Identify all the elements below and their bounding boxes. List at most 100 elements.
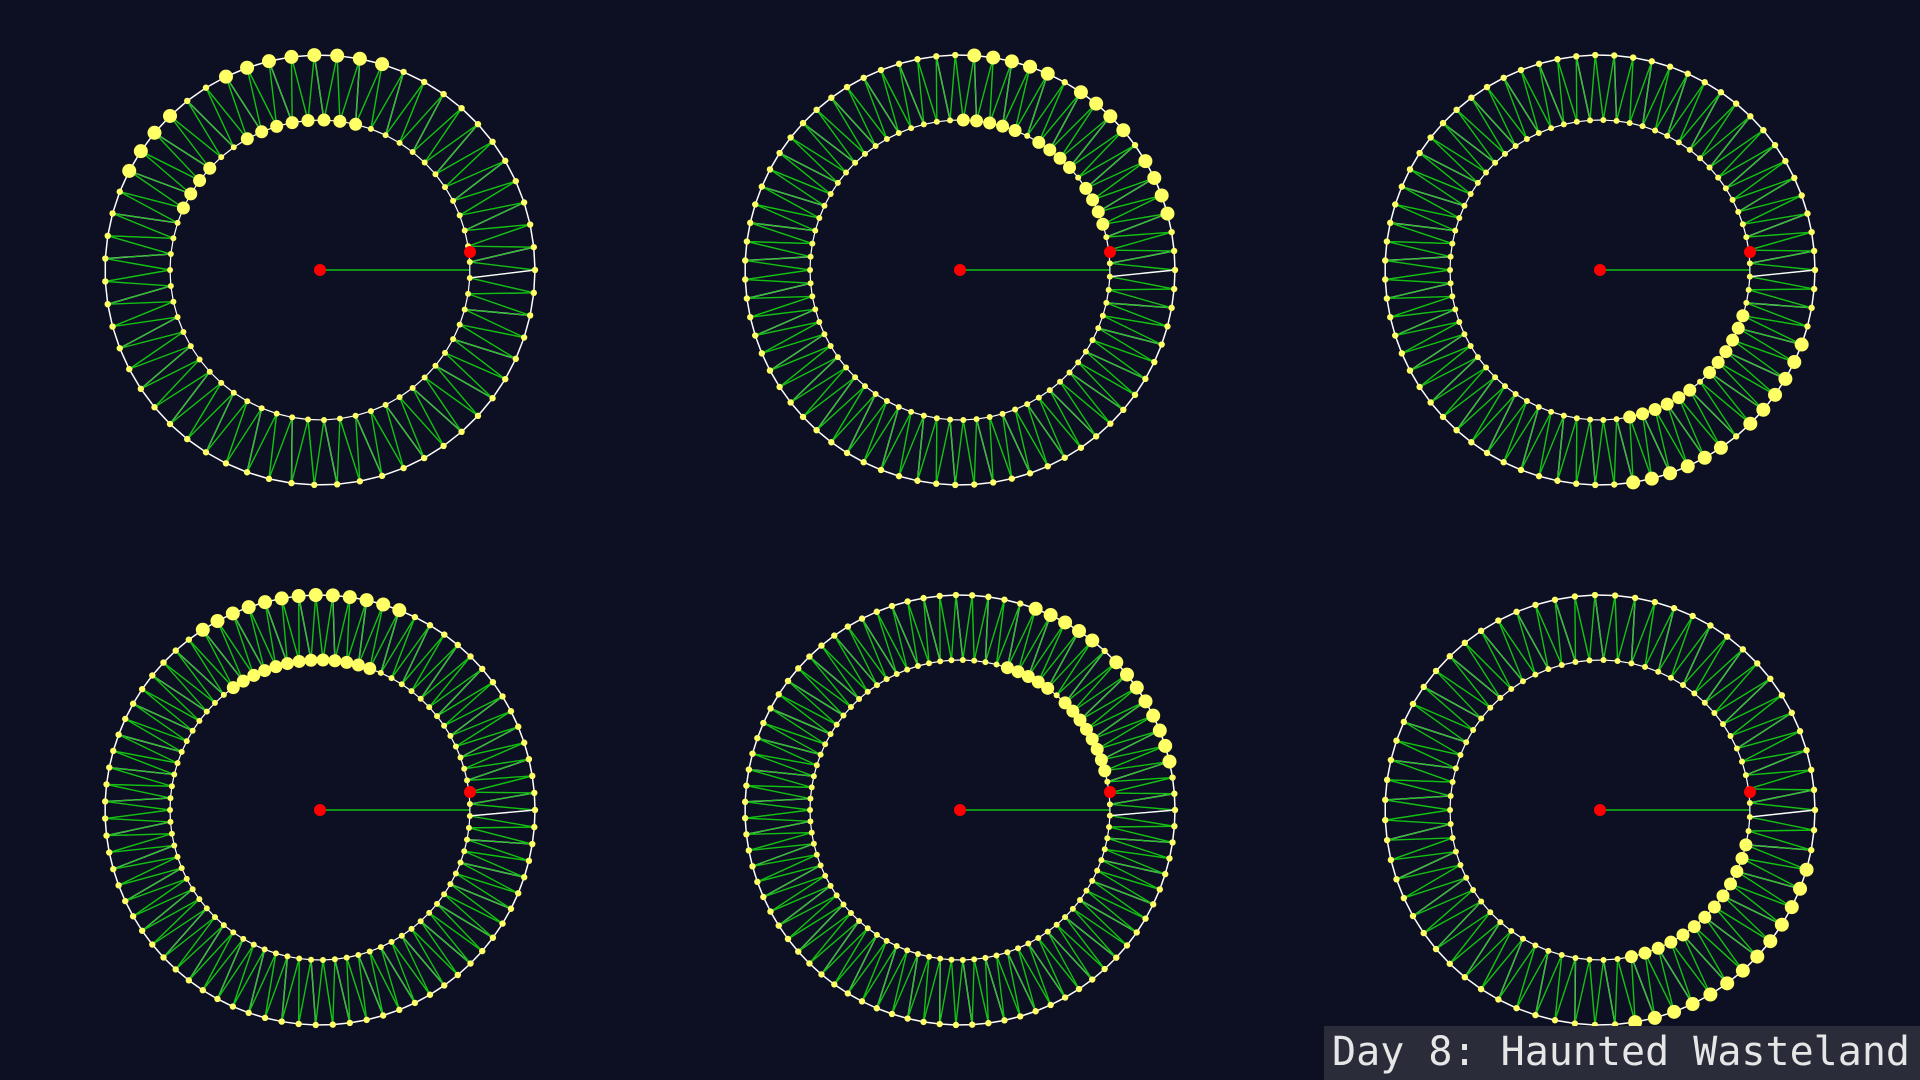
- graph-edge: [125, 878, 187, 902]
- graph-edge: [1737, 327, 1795, 363]
- graph-node: [1613, 416, 1620, 423]
- graph-node: [1461, 331, 1468, 338]
- graph-edge: [938, 959, 953, 1025]
- graph-edge: [268, 60, 293, 123]
- graph-node: [379, 1012, 387, 1019]
- graph-node: [109, 323, 116, 330]
- graph-edge: [1430, 137, 1487, 173]
- graph-edge: [846, 400, 888, 454]
- graph-node: [1689, 612, 1696, 620]
- graph-node: [807, 253, 814, 260]
- graph-node: [467, 653, 474, 660]
- graph-edge: [1107, 837, 1173, 843]
- graph-edge: [313, 54, 325, 121]
- graph-edge: [1741, 730, 1801, 763]
- graph-node: [1685, 997, 1700, 1012]
- graph-node: [1109, 655, 1124, 670]
- graph-node: [1745, 286, 1752, 293]
- graph-node: [295, 1020, 302, 1028]
- graph-edge: [1616, 597, 1636, 662]
- graph-edge: [469, 277, 534, 294]
- graph-edge: [459, 180, 517, 216]
- graph-edge: [949, 419, 956, 485]
- graph-node: [226, 681, 240, 695]
- graph-edge: [154, 359, 200, 408]
- graph-edge: [188, 924, 225, 981]
- graph-node: [1551, 596, 1559, 603]
- graph-edge: [750, 222, 816, 232]
- graph-node: [758, 183, 766, 190]
- graph-edge: [1059, 381, 1097, 437]
- graph-node: [489, 138, 496, 145]
- graph-edge: [141, 688, 200, 722]
- outer-ring-edge: [1403, 703, 1414, 723]
- graph-node: [1066, 369, 1073, 376]
- graph-edge: [411, 928, 459, 976]
- graph-node: [1611, 592, 1619, 599]
- graph-edge: [391, 616, 416, 679]
- graph-node: [502, 157, 509, 165]
- graph-edge: [1086, 687, 1138, 730]
- graph-edge: [1746, 302, 1808, 328]
- graph-edge: [154, 371, 211, 408]
- graph-node: [1061, 454, 1068, 461]
- graph-node: [409, 149, 416, 156]
- graph-node: [1101, 965, 1108, 973]
- graph-node: [1383, 836, 1391, 844]
- graph-node: [1461, 639, 1469, 647]
- graph-node: [261, 946, 268, 953]
- graph-node: [1731, 321, 1745, 335]
- graph-edge: [1642, 413, 1671, 474]
- graph-node: [292, 654, 306, 668]
- graph-edge: [1091, 880, 1146, 920]
- graph-node: [933, 53, 940, 60]
- graph-node: [743, 831, 750, 838]
- graph-node: [1572, 954, 1579, 961]
- graph-node: [1106, 273, 1113, 280]
- graph-edge: [1730, 883, 1783, 926]
- graph-node: [171, 842, 178, 849]
- graph-edge: [202, 932, 234, 991]
- graph-node: [883, 136, 890, 143]
- graph-edge: [153, 132, 201, 182]
- outer-ring-edge: [1692, 615, 1711, 627]
- graph-node: [269, 660, 283, 674]
- graph-edge: [175, 650, 216, 704]
- graph-node: [831, 981, 838, 988]
- graph-node: [1383, 295, 1391, 302]
- graph-edge: [357, 600, 368, 666]
- graph-node: [210, 614, 225, 629]
- graph-node: [1573, 53, 1580, 60]
- graph-edge: [1657, 608, 1675, 672]
- graph-edge: [830, 385, 866, 443]
- graph-edge: [1394, 203, 1456, 232]
- graph-node: [1001, 596, 1008, 603]
- graph-edge: [1682, 636, 1728, 686]
- graph-node: [989, 479, 997, 486]
- graph-edge: [466, 758, 530, 781]
- graph-edge: [745, 259, 811, 271]
- center-node: [954, 804, 966, 816]
- graph-node: [1492, 374, 1499, 381]
- graph-node: [274, 591, 289, 606]
- graph-node: [1701, 699, 1708, 706]
- graph-node: [255, 125, 269, 139]
- graph-node: [278, 1018, 285, 1025]
- graph-node: [1628, 660, 1635, 667]
- graph-node: [1746, 273, 1753, 280]
- graph-1: [102, 48, 539, 489]
- outer-ring-edge: [1480, 619, 1499, 632]
- graph-node: [1784, 900, 1799, 915]
- graph-edge: [460, 742, 525, 759]
- graph-edge: [188, 639, 234, 688]
- graph-edge: [1641, 66, 1671, 127]
- graph-node: [400, 464, 407, 472]
- graph-node: [377, 669, 384, 676]
- graph-node: [1571, 1020, 1579, 1027]
- graph-node: [1432, 667, 1440, 675]
- graph-edge: [1699, 115, 1751, 159]
- graph-edge: [757, 864, 821, 883]
- graph-node: [214, 995, 221, 1003]
- graph-edge: [1001, 66, 1031, 127]
- graph-node: [138, 686, 146, 693]
